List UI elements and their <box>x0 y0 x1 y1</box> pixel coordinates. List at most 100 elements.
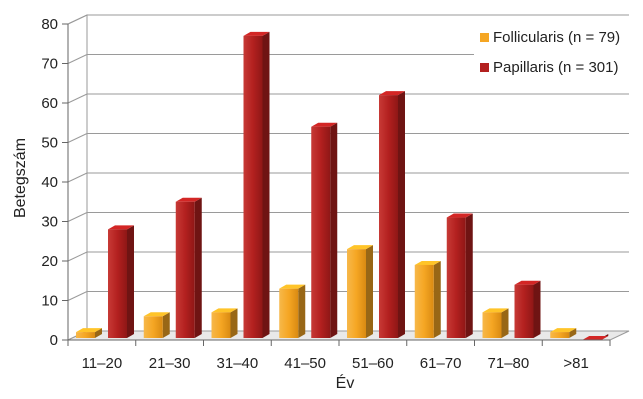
bar-papillaris-4 <box>379 91 405 338</box>
bar-papillaris-1 <box>175 197 202 338</box>
gridline-diagonal <box>67 212 88 222</box>
bar-papillaris-3 <box>311 122 338 338</box>
bar-top <box>446 213 473 218</box>
bar-front <box>243 35 263 338</box>
bar-top <box>211 308 238 313</box>
gridline-diagonal <box>67 93 88 104</box>
x-tick-label: 51–60 <box>352 355 394 372</box>
bar-top <box>143 312 170 317</box>
bar-follicularis-2 <box>211 308 238 338</box>
bar-side <box>569 328 577 338</box>
bar-top <box>279 284 306 289</box>
bar-side <box>366 245 373 338</box>
gridline-diagonal <box>67 54 88 64</box>
x-tick-label: 11–20 <box>82 355 123 372</box>
bar-front <box>379 95 398 338</box>
gridline-diagonal <box>67 291 88 301</box>
bar-top <box>108 225 134 230</box>
bar-side <box>533 280 541 338</box>
bar-top <box>550 328 577 333</box>
x-tick-label: 31–40 <box>217 355 259 372</box>
bar-front <box>175 201 195 338</box>
x-tick-label: >81 <box>563 355 588 372</box>
y-tick-label: 30 <box>41 214 58 231</box>
bar-papillaris-6 <box>514 280 541 338</box>
gridline-diagonal <box>67 251 88 262</box>
bar-side <box>194 197 202 338</box>
x-tick-label: 21–30 <box>149 355 191 372</box>
legend-swatch-follicularis <box>480 33 489 42</box>
bar-follicularis-7 <box>550 328 577 338</box>
bar-top <box>311 122 338 127</box>
bar-follicularis-1 <box>143 312 170 338</box>
bar-top <box>175 197 202 202</box>
gridline-diagonal <box>67 14 88 25</box>
bar-side <box>127 225 134 338</box>
bar-follicularis-3 <box>279 284 306 338</box>
bar-front <box>482 312 502 338</box>
bar-side <box>330 122 338 338</box>
legend-box <box>474 20 640 82</box>
bar-front <box>76 332 95 338</box>
bar-follicularis-5 <box>414 260 441 338</box>
bar-follicularis-6 <box>482 308 509 338</box>
bar-top <box>582 336 609 340</box>
bar-follicularis-0 <box>76 328 102 338</box>
bar-top <box>514 280 541 285</box>
legend-swatch-papillaris <box>480 63 489 72</box>
y-tick-label: 40 <box>41 174 58 191</box>
x-tick-label: 71–80 <box>488 355 530 372</box>
y-tick-label: 70 <box>41 56 58 73</box>
bar-side <box>262 31 270 338</box>
bar-front <box>347 249 366 338</box>
legend-label-follicularis: Follicularis (n = 79) <box>493 29 620 46</box>
bar-top <box>379 91 405 96</box>
y-tick-label: 50 <box>41 135 58 152</box>
legend-label-papillaris: Papillaris (n = 301) <box>493 59 618 76</box>
y-tick-label: 20 <box>41 253 58 270</box>
bar-front <box>279 288 299 338</box>
x-axis-title: Év <box>336 373 355 392</box>
bar-front <box>108 229 127 338</box>
x-tick-label: 61–70 <box>420 355 462 372</box>
bar-side <box>95 328 102 338</box>
bar-top <box>76 328 102 333</box>
bar-top <box>482 308 509 313</box>
gridline-diagonal <box>67 133 88 143</box>
bar-papillaris-2 <box>243 31 270 338</box>
bar-papillaris-5 <box>446 213 473 338</box>
y-tick-label: 60 <box>41 95 58 112</box>
bar-follicularis-4 <box>347 245 373 338</box>
bar-front <box>311 126 331 338</box>
x-tick-label: 41–50 <box>284 355 326 372</box>
bar-front <box>143 316 163 338</box>
y-tick-label: 80 <box>41 16 58 33</box>
x-axis-ticks: 11–20 21–30 31–40 41–50 51–60 61–70 71–80 >81 <box>67 339 611 372</box>
bar-side <box>465 213 473 338</box>
y-tick-label: 10 <box>41 293 58 310</box>
bar-side <box>162 312 170 338</box>
y-axis-ticks: 0 10 20 30 40 50 60 70 80 <box>41 16 69 349</box>
bar-papillaris-0 <box>108 225 134 338</box>
y-axis-title: Betegszám <box>12 138 29 218</box>
bar-papillaris-7 <box>582 334 609 340</box>
bar-top <box>243 31 270 36</box>
gridline-diagonal <box>67 172 88 183</box>
bar-top <box>414 260 441 265</box>
bar-side <box>501 308 509 338</box>
y-tick-label: 0 <box>50 332 58 349</box>
bars <box>76 31 609 340</box>
bar-top <box>347 245 373 250</box>
legend: Follicularis (n = 79) Papillaris (n = 30… <box>474 20 640 82</box>
bar-side <box>433 260 441 338</box>
bar-side <box>298 284 306 338</box>
bar-front <box>446 217 466 338</box>
bar-front <box>550 332 570 338</box>
bar-side <box>398 91 405 338</box>
bar-front <box>414 264 434 338</box>
bar-front <box>514 284 534 338</box>
bar-side <box>230 308 238 338</box>
bar-front <box>211 312 231 338</box>
